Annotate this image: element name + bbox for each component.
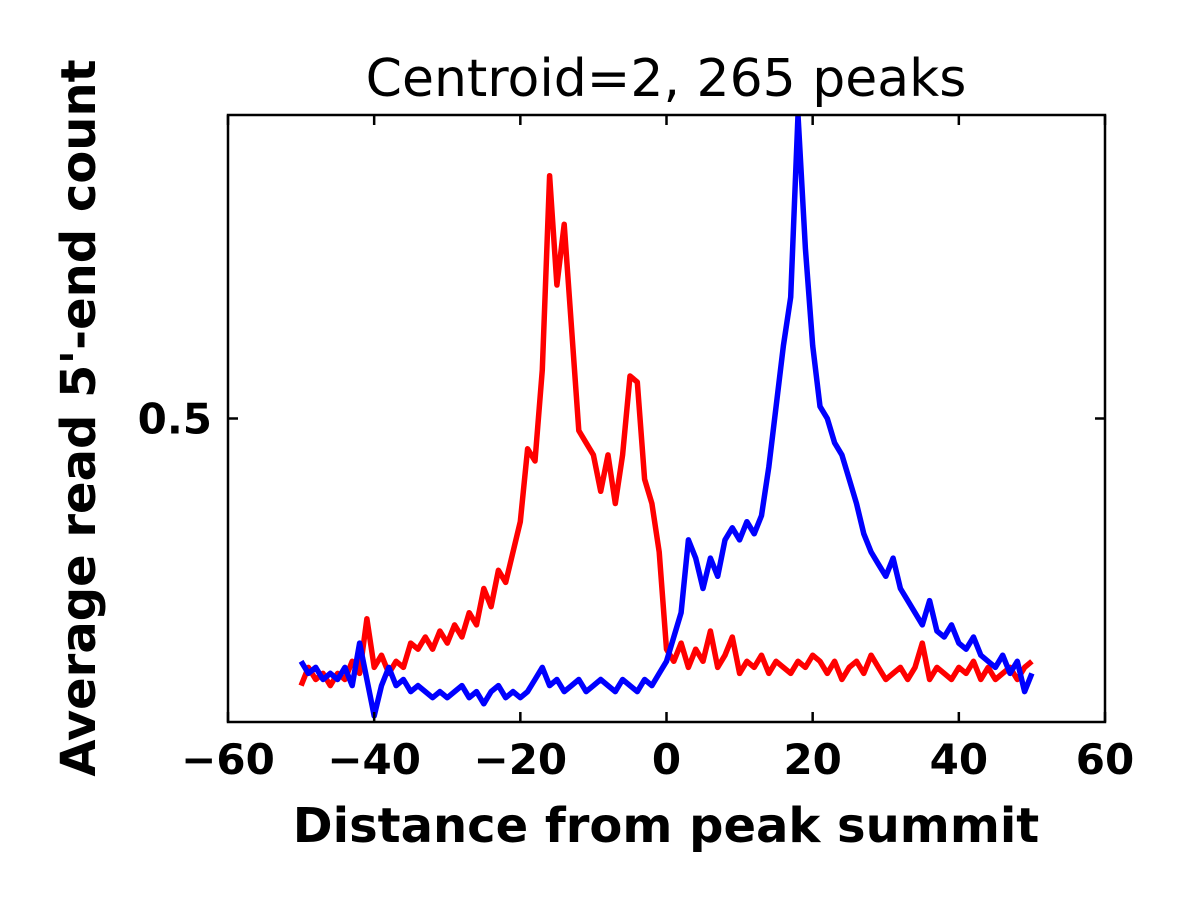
y-axis-label: Average read 5'-end count [51,59,107,776]
x-tick-label: −20 [474,735,568,784]
x-tick-label: −40 [327,735,421,784]
x-tick-label: 0 [652,735,681,784]
x-axis-label: Distance from peak summit [293,798,1039,854]
chart-title: Centroid=2, 265 peaks [366,49,967,109]
x-tick-label: 40 [930,735,988,784]
blue-line-series [298,115,1035,719]
x-tick-label: 20 [783,735,841,784]
series-layer [298,115,1035,719]
x-tick-label: 60 [1076,735,1134,784]
y-tick-label: 0.5 [138,395,212,444]
red-line-series [298,172,1034,689]
x-tick-label: −60 [181,735,275,784]
ticks-layer: −60 −40 −20 0 20 40 60 0.5 [138,115,1134,784]
